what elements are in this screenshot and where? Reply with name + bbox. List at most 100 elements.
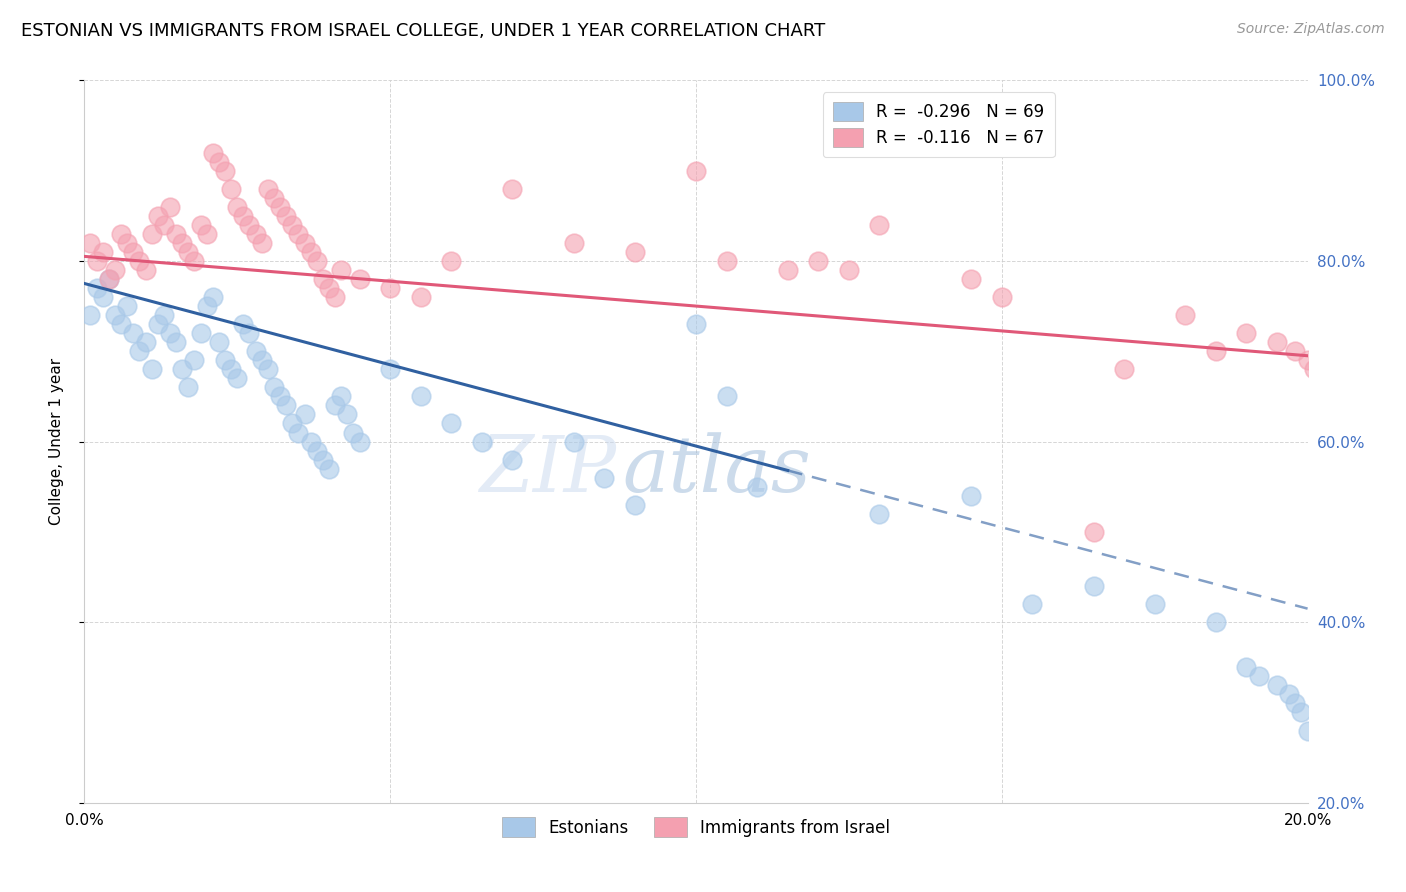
Point — [165, 227, 187, 241]
Point — [141, 227, 163, 241]
Point — [869, 507, 891, 521]
Point — [330, 389, 353, 403]
Point — [502, 182, 524, 196]
Point — [1284, 344, 1306, 359]
Point — [440, 417, 463, 431]
Point — [79, 308, 101, 322]
Point — [263, 191, 285, 205]
Point — [276, 209, 298, 223]
Point — [190, 218, 212, 232]
Point — [287, 227, 309, 241]
Point — [312, 272, 335, 286]
Point — [1205, 344, 1227, 359]
Point — [1265, 678, 1288, 692]
Point — [269, 389, 291, 403]
Point — [593, 470, 616, 484]
Point — [1083, 579, 1105, 593]
Point — [146, 209, 169, 223]
Point — [294, 408, 316, 422]
Point — [104, 308, 127, 322]
Point — [1143, 597, 1166, 611]
Point — [86, 253, 108, 268]
Point — [110, 317, 132, 331]
Point — [336, 408, 359, 422]
Point — [318, 461, 340, 475]
Point — [177, 380, 200, 394]
Point — [380, 362, 402, 376]
Point — [115, 235, 138, 250]
Point — [380, 281, 402, 295]
Point — [165, 335, 187, 350]
Point — [685, 163, 707, 178]
Point — [1296, 353, 1319, 368]
Point — [1114, 362, 1136, 376]
Point — [115, 299, 138, 313]
Point — [135, 335, 157, 350]
Point — [323, 398, 346, 412]
Point — [201, 290, 224, 304]
Point — [869, 218, 891, 232]
Point — [183, 253, 205, 268]
Point — [128, 253, 150, 268]
Point — [562, 434, 585, 449]
Point — [685, 317, 707, 331]
Point — [276, 398, 298, 412]
Point — [624, 244, 647, 259]
Point — [624, 498, 647, 512]
Point — [128, 344, 150, 359]
Point — [208, 335, 231, 350]
Text: ESTONIAN VS IMMIGRANTS FROM ISRAEL COLLEGE, UNDER 1 YEAR CORRELATION CHART: ESTONIAN VS IMMIGRANTS FROM ISRAEL COLLE… — [21, 22, 825, 40]
Text: ZIP: ZIP — [479, 433, 616, 508]
Point — [245, 227, 267, 241]
Point — [257, 182, 280, 196]
Point — [299, 434, 322, 449]
Point — [312, 452, 335, 467]
Point — [219, 182, 242, 196]
Point — [232, 317, 254, 331]
Point — [960, 272, 983, 286]
Point — [190, 326, 212, 341]
Point — [238, 218, 260, 232]
Point — [716, 389, 738, 403]
Text: Source: ZipAtlas.com: Source: ZipAtlas.com — [1237, 22, 1385, 37]
Point — [305, 253, 328, 268]
Point — [1083, 524, 1105, 539]
Point — [1284, 697, 1306, 711]
Legend: Estonians, Immigrants from Israel: Estonians, Immigrants from Israel — [494, 809, 898, 845]
Point — [263, 380, 285, 394]
Point — [172, 362, 194, 376]
Point — [226, 200, 249, 214]
Point — [153, 218, 176, 232]
Point — [409, 389, 432, 403]
Point — [440, 253, 463, 268]
Point — [1205, 615, 1227, 630]
Point — [1291, 706, 1313, 720]
Point — [232, 209, 254, 223]
Point — [245, 344, 267, 359]
Point — [1174, 308, 1197, 322]
Point — [1302, 362, 1324, 376]
Point — [97, 272, 120, 286]
Point — [281, 218, 304, 232]
Point — [776, 263, 799, 277]
Point — [201, 145, 224, 160]
Text: atlas: atlas — [623, 433, 811, 508]
Point — [294, 235, 316, 250]
Point — [97, 272, 120, 286]
Point — [226, 371, 249, 385]
Point — [991, 290, 1014, 304]
Point — [195, 299, 218, 313]
Point — [409, 290, 432, 304]
Point — [323, 290, 346, 304]
Point — [214, 353, 236, 368]
Point — [91, 244, 114, 259]
Point — [159, 200, 181, 214]
Point — [342, 425, 364, 440]
Point — [177, 244, 200, 259]
Point — [91, 290, 114, 304]
Point — [238, 326, 260, 341]
Point — [214, 163, 236, 178]
Point — [287, 425, 309, 440]
Point — [716, 253, 738, 268]
Point — [330, 263, 353, 277]
